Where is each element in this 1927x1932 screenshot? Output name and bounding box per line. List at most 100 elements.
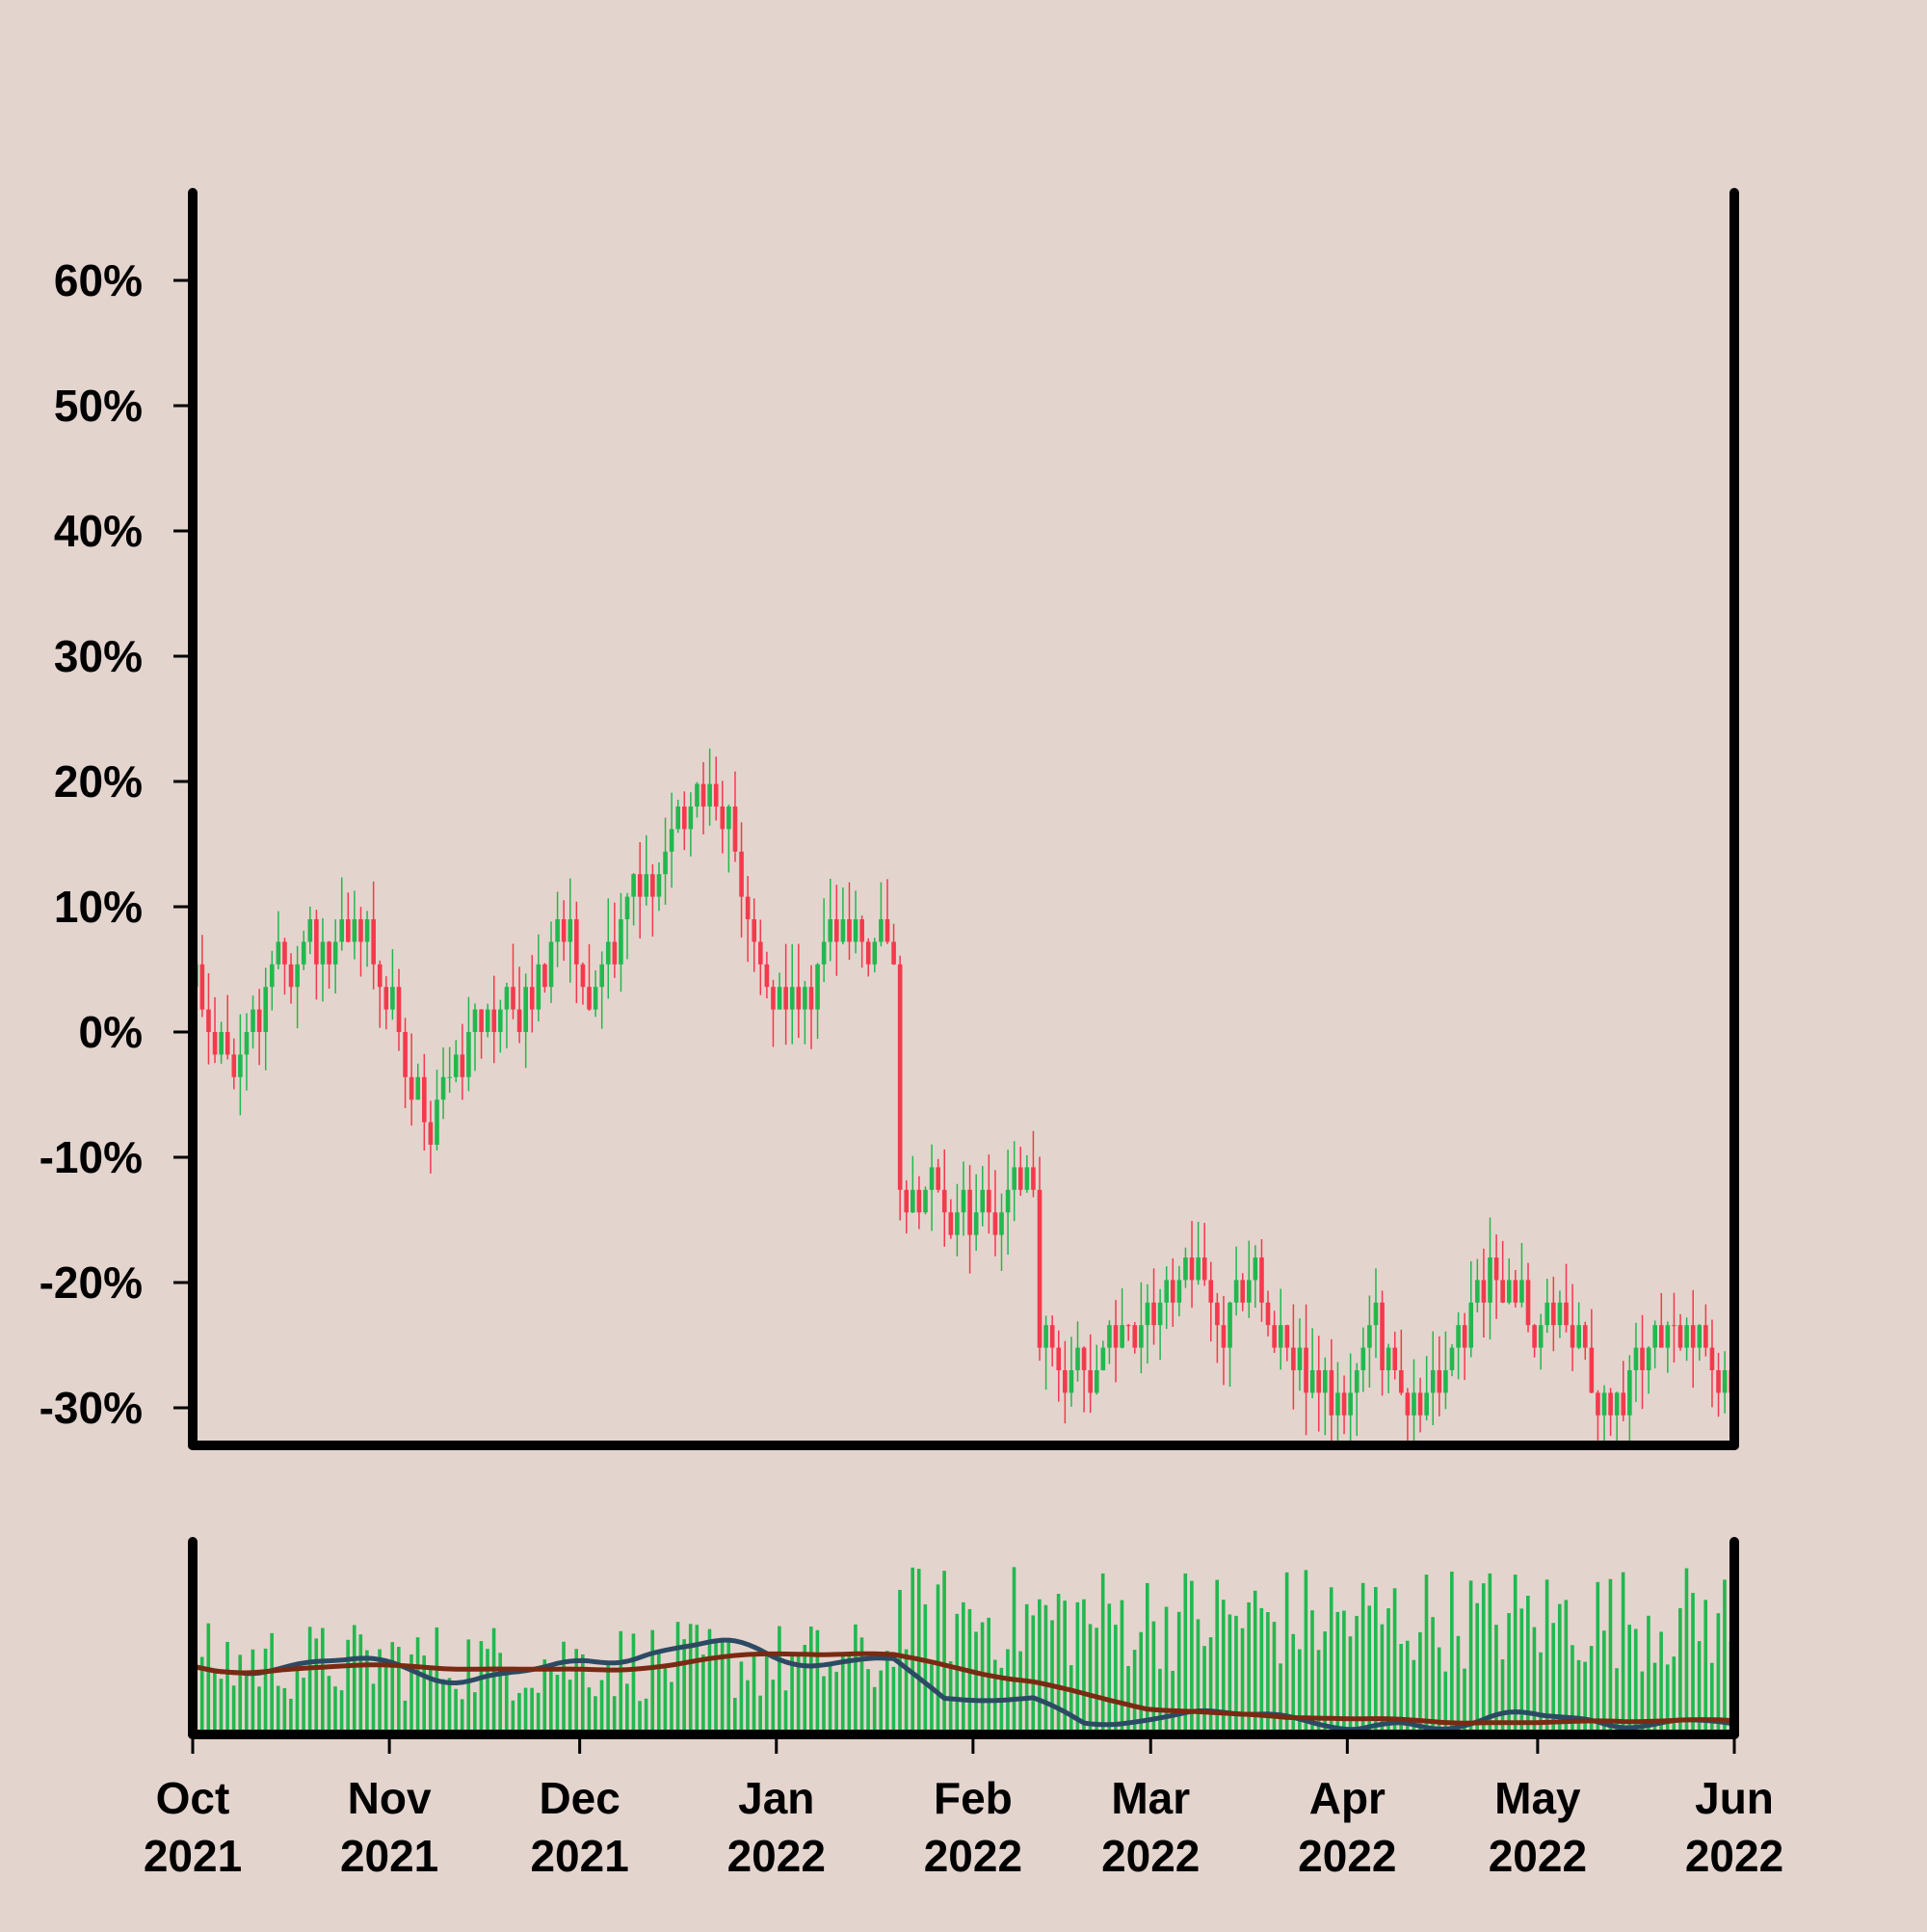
volume-bar — [1171, 1670, 1175, 1734]
candle-body — [1120, 1325, 1124, 1348]
volume-bar — [644, 1698, 648, 1734]
volume-bar — [1164, 1606, 1169, 1734]
ytick-label: 30% — [54, 631, 143, 681]
candle-body — [1056, 1347, 1062, 1370]
candle-body — [251, 1009, 255, 1032]
candle-body — [1341, 1392, 1347, 1416]
candle-body — [415, 1076, 421, 1100]
candle-body — [1329, 1370, 1334, 1416]
candle-body — [332, 941, 338, 965]
candle-body — [1164, 1280, 1170, 1303]
volume-bar — [365, 1650, 369, 1734]
volume-bar — [1240, 1628, 1245, 1734]
volume-bar — [1234, 1615, 1238, 1734]
candle-body — [1100, 1347, 1106, 1370]
volume-bar — [1494, 1625, 1498, 1734]
price-panel: 60% 50% 40% 30% 20% 10% 0% -10% -20% -30% — [40, 188, 1739, 1450]
volume-bar — [358, 1634, 363, 1734]
volume-bar — [1107, 1603, 1112, 1734]
xtick-month-label: Apr — [1309, 1773, 1386, 1823]
candle-body — [1037, 1189, 1043, 1348]
candle-body — [992, 1212, 998, 1235]
candle-body — [1170, 1280, 1175, 1303]
candle-body — [422, 1076, 427, 1123]
volume-bar — [1100, 1573, 1105, 1734]
volume-bar — [1583, 1661, 1587, 1734]
candle-body — [206, 1009, 211, 1032]
candle-body — [219, 1032, 224, 1055]
volume-bar — [714, 1642, 718, 1734]
candle-body — [358, 919, 363, 942]
candle-body — [1196, 1257, 1201, 1281]
candle-body — [631, 874, 636, 897]
candle-body — [383, 987, 389, 1010]
volume-bar — [314, 1638, 319, 1734]
candle-body — [619, 919, 623, 965]
xtick-month-label: Oct — [156, 1773, 230, 1823]
candle-body — [1601, 1392, 1607, 1416]
candle-body — [1570, 1325, 1575, 1348]
volume-bar — [302, 1678, 305, 1734]
volume-bar — [1596, 1581, 1600, 1734]
candle-body — [688, 807, 694, 830]
volume-bar — [587, 1687, 592, 1734]
candle-body — [624, 896, 630, 919]
candle-body — [1233, 1280, 1239, 1303]
x-axis: Oct 2021 Nov 2021 Dec 2021 Jan 2022 Feb 2022 Mar 20… — [144, 1734, 1783, 1881]
candle-body — [941, 1189, 947, 1213]
candle-body — [377, 964, 383, 988]
candle-body — [911, 1189, 915, 1213]
xtick-year-label: 2022 — [1685, 1831, 1783, 1881]
volume-bar — [1576, 1659, 1581, 1734]
candle-body — [1672, 1325, 1676, 1327]
candle-body — [904, 1189, 910, 1213]
candle-body — [472, 1009, 478, 1032]
volume-bar — [1443, 1671, 1448, 1734]
candle-body — [1481, 1280, 1487, 1303]
volume-bar — [1158, 1668, 1162, 1734]
volume-bar — [1557, 1603, 1562, 1734]
candle-body — [1215, 1302, 1220, 1326]
volume-bar — [1621, 1572, 1625, 1734]
volume-bar — [409, 1654, 413, 1734]
candle-body — [346, 919, 351, 942]
candle-body — [1703, 1325, 1708, 1348]
candle-body — [872, 941, 878, 965]
volume-bar — [219, 1679, 224, 1734]
volume-bar — [1088, 1624, 1093, 1734]
volume-bar — [536, 1692, 541, 1734]
volume-bar — [1507, 1613, 1511, 1734]
volume-bar — [403, 1700, 408, 1734]
volume-bar — [1716, 1613, 1721, 1734]
volume-bar — [796, 1652, 801, 1734]
candle-body — [1139, 1325, 1144, 1348]
volume-bar — [1342, 1610, 1346, 1734]
ytick-label: -20% — [40, 1257, 143, 1308]
candle-body — [447, 1076, 452, 1078]
candle-body — [605, 941, 611, 965]
xtick-year-label: 2022 — [1298, 1831, 1396, 1881]
volume-bar — [746, 1680, 750, 1734]
candle-body — [973, 1212, 979, 1235]
candle-body — [1399, 1370, 1404, 1393]
candle-body — [1297, 1347, 1303, 1370]
candle-body — [1335, 1392, 1340, 1416]
candle-body — [1412, 1392, 1416, 1416]
candle-body — [891, 941, 896, 965]
candle-body — [803, 987, 807, 1010]
volume-bar — [783, 1690, 788, 1734]
candle-body — [1417, 1392, 1423, 1416]
candle-body — [212, 1032, 218, 1055]
volume-bar — [1640, 1671, 1645, 1734]
volume-bar — [1196, 1619, 1201, 1734]
candle-body — [568, 919, 573, 942]
candle-body — [1658, 1325, 1664, 1348]
volume-bar — [1202, 1646, 1206, 1734]
volume-bar — [663, 1668, 668, 1734]
volume-bar — [1018, 1651, 1022, 1734]
candle-body — [1259, 1257, 1264, 1303]
candle-body — [435, 1099, 439, 1145]
volume-bar — [619, 1630, 623, 1734]
volume-bar — [1114, 1625, 1118, 1734]
